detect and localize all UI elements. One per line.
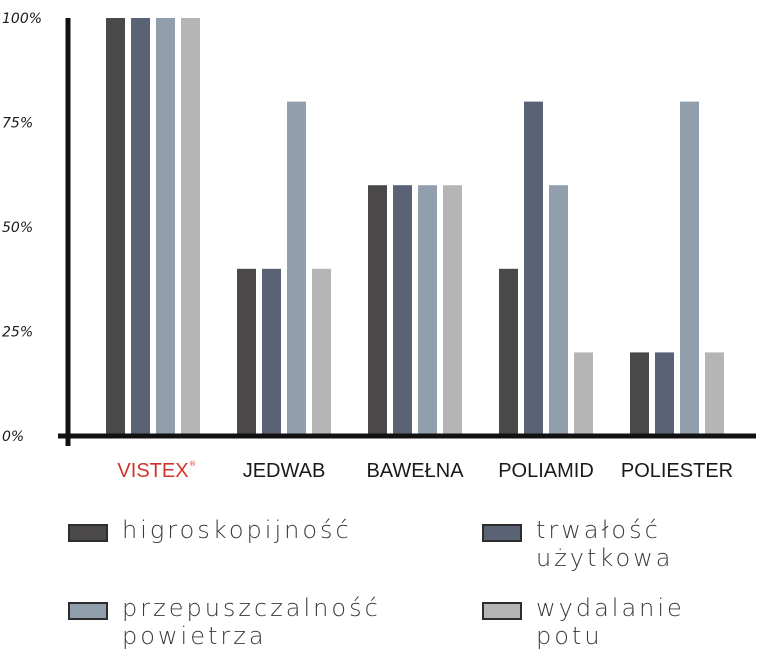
legend-swatch (68, 602, 108, 620)
legend-label: PRZEPUSZCZALNOŚĆ POWIETRZA (122, 594, 381, 650)
x-tick-label: VISTEX (117, 460, 188, 482)
legend-item-hygroscopicity: HIGROSKOPIJNOŚĆ (68, 516, 352, 544)
bar (499, 268, 518, 436)
bar (705, 352, 724, 436)
bar (549, 185, 568, 436)
legend-item-air-permeability: PRZEPUSZCZALNOŚĆ POWIETRZA (68, 594, 381, 650)
legend-item-durability: TRWAŁOŚĆ UŻYTKOWA (482, 516, 673, 572)
bar (312, 268, 331, 436)
x-tick-label: BAWEŁNA (366, 460, 464, 482)
x-tick-label: POLIAMID (498, 460, 594, 482)
bar (181, 18, 200, 436)
legend-label: WYDALANIE POTU (536, 594, 685, 650)
bar (680, 101, 699, 436)
y-tick-label: 100% (2, 11, 42, 27)
legend-label: TRWAŁOŚĆ UŻYTKOWA (536, 516, 674, 572)
bar (574, 352, 593, 436)
legend-swatch (68, 524, 108, 542)
bar (262, 268, 281, 436)
legend-swatch (482, 602, 522, 620)
bar-chart: 0% 25% 50% 75% 100% VISTEX ® JEDWAB BAWEŁNA POLIA… (2, 11, 756, 482)
bar (131, 18, 150, 436)
bar (237, 268, 256, 436)
y-tick-label: 0% (2, 429, 24, 445)
x-tick-label: JEDWAB (243, 460, 326, 482)
bar (418, 185, 437, 436)
y-tick-label: 50% (2, 220, 33, 236)
legend-swatch (482, 524, 522, 542)
trademark-mark: ® (189, 460, 196, 468)
bar (287, 101, 306, 436)
y-tick-label: 25% (2, 325, 33, 341)
bar (393, 185, 412, 436)
bar (368, 185, 387, 436)
bar (106, 18, 125, 436)
bar (524, 101, 543, 436)
legend-item-sweat-removal: WYDALANIE POTU (482, 594, 685, 650)
bar (443, 185, 462, 436)
x-tick-label: POLIESTER (621, 460, 733, 482)
legend-label: HIGROSKOPIJNOŚĆ (122, 516, 352, 544)
y-tick-label: 75% (2, 116, 33, 132)
bar (630, 352, 649, 436)
bar (156, 18, 175, 436)
bar (655, 352, 674, 436)
